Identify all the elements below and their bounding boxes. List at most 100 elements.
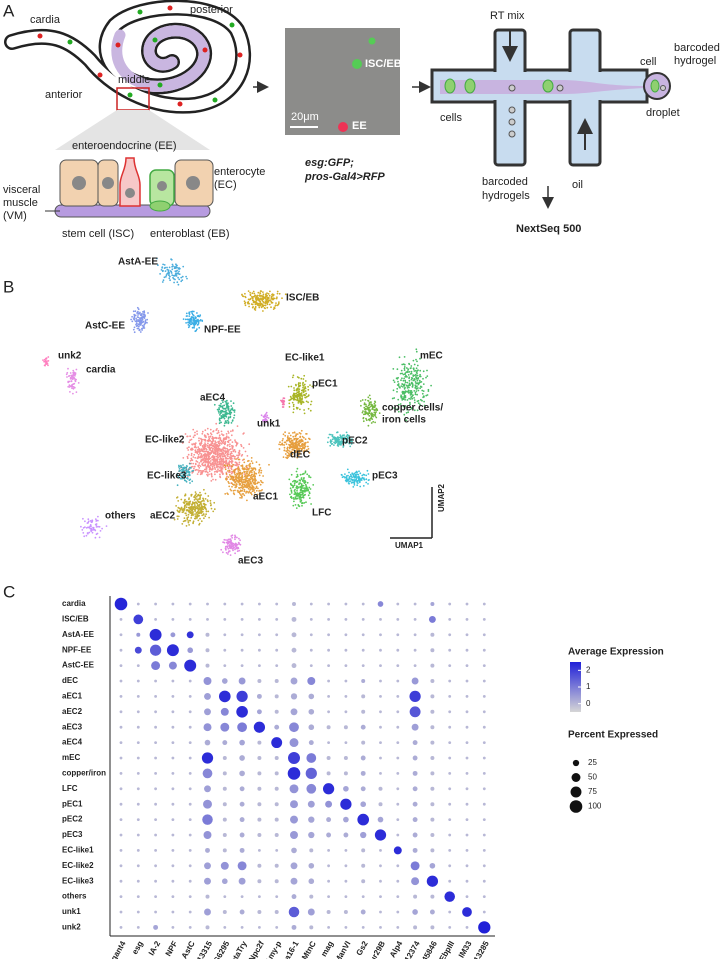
dot	[203, 723, 212, 732]
tick-label: 1	[586, 682, 591, 691]
dot	[465, 664, 469, 668]
dot	[257, 617, 261, 621]
dot	[344, 664, 348, 668]
dot	[448, 833, 452, 837]
axis-label: UMAP1	[395, 541, 424, 550]
dot	[465, 648, 469, 652]
legend-title: Average Expression	[568, 647, 664, 658]
dot	[482, 710, 486, 714]
gene-label: Alp4	[388, 939, 405, 959]
dot	[307, 677, 316, 685]
panel-a: A cardia posterior anterior middle enter…	[3, 0, 720, 240]
dot	[307, 908, 315, 916]
dot	[257, 740, 262, 745]
dot	[344, 679, 348, 683]
dot	[288, 752, 300, 764]
dot	[171, 910, 175, 914]
dot	[119, 725, 123, 729]
dot	[361, 879, 366, 884]
dot	[119, 833, 123, 837]
gene-label: Pgant4	[106, 939, 127, 959]
dot	[275, 925, 279, 929]
row-label: unk1	[62, 907, 81, 916]
row-label: others	[62, 892, 87, 901]
dot	[482, 802, 486, 806]
dot	[326, 832, 332, 838]
dot	[222, 786, 227, 791]
panel-label: A	[3, 1, 15, 20]
label: ISC/EB	[365, 58, 402, 70]
label: barcoded	[674, 42, 720, 54]
dot	[290, 708, 298, 716]
dot	[274, 709, 279, 714]
dot	[136, 741, 140, 745]
dot	[119, 910, 123, 914]
dot	[188, 725, 192, 729]
dot	[134, 646, 142, 654]
dot	[166, 644, 179, 657]
gfp-cell	[352, 59, 362, 69]
dot	[465, 925, 469, 929]
dot	[275, 895, 279, 899]
panel-c: C Average Expression Percent Expressed c…	[3, 582, 664, 959]
row-label: EC-like2	[62, 861, 94, 870]
dot	[482, 602, 486, 606]
dot	[136, 895, 140, 899]
dot	[430, 817, 435, 822]
dot	[430, 833, 435, 837]
dot	[289, 722, 299, 733]
dot	[411, 723, 419, 731]
dot	[171, 694, 175, 698]
dot	[236, 690, 248, 703]
dot	[379, 925, 382, 929]
dot	[306, 783, 317, 794]
tick-label: 100	[588, 802, 602, 811]
dot	[430, 925, 435, 930]
axis-label: UMAP2	[437, 483, 446, 512]
cluster-cells	[130, 306, 149, 334]
dot	[462, 907, 472, 917]
dot	[288, 906, 300, 918]
dot	[482, 633, 486, 637]
dot	[171, 710, 175, 714]
cluster-label: cardia	[86, 365, 116, 376]
dot	[482, 910, 486, 914]
dot	[327, 710, 331, 714]
dot	[238, 877, 246, 885]
cluster-label: NPF-EE	[204, 325, 241, 336]
dot	[221, 878, 228, 885]
dot	[412, 817, 418, 823]
dot	[223, 648, 227, 652]
cluster-label: AstC-EE	[85, 321, 125, 332]
dot	[188, 910, 192, 914]
label: (EC)	[214, 179, 237, 191]
dot	[202, 814, 213, 825]
dot	[256, 709, 262, 715]
cluster-cells	[288, 467, 315, 509]
gene-label: CG6295	[209, 939, 232, 959]
dot	[257, 664, 261, 668]
cluster-label: mEC	[420, 351, 443, 362]
dot	[274, 863, 279, 868]
dot	[482, 864, 486, 868]
row-label: copper/iron	[62, 769, 106, 778]
dot	[344, 602, 348, 606]
genotype: pros-Gal4>RFP	[304, 171, 385, 183]
dot	[465, 710, 469, 714]
cluster-label: aEC3	[238, 556, 263, 567]
dot	[465, 848, 469, 852]
dot	[428, 615, 436, 623]
label: (VM)	[3, 210, 27, 222]
dot	[171, 787, 175, 791]
dot	[396, 895, 400, 899]
dot	[170, 632, 176, 638]
dot	[396, 633, 400, 637]
dot	[412, 770, 418, 776]
dot	[430, 602, 435, 606]
dot	[240, 895, 244, 899]
label: oil	[572, 179, 583, 191]
dot	[396, 756, 400, 760]
label: cells	[440, 112, 463, 124]
cluster-cells	[359, 394, 381, 427]
genotype: esg:GFP;	[305, 157, 354, 169]
